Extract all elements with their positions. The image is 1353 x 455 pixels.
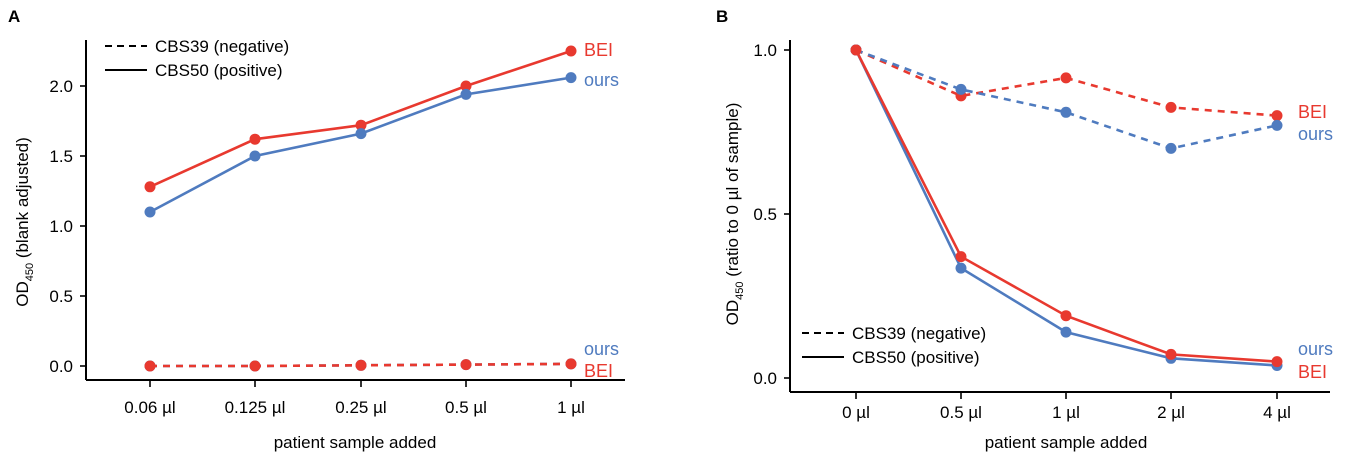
panel-b-ytick-label: 1.0 xyxy=(753,41,777,60)
panel-a-ytick-label: 2.0 xyxy=(49,77,73,96)
panel-b-data-point-ours-positive xyxy=(1060,326,1072,338)
series-label-bei: BEI xyxy=(1298,362,1327,382)
panel-b-data-point-bei-positive xyxy=(1271,356,1283,368)
panel-b-data-point-bei-positive xyxy=(850,44,862,56)
panel-b-data-point-ours-positive xyxy=(955,262,967,274)
panel-a-data-point-bei-negative xyxy=(460,359,472,371)
panel-a-data-point-ours-positive xyxy=(144,206,156,218)
panel-b-legend: CBS39 (negative) CBS50 (positive) xyxy=(802,324,986,367)
panel-b-ytick-label: 0.0 xyxy=(753,369,777,388)
panel-a-y-axis-title: OD450 (blank adjusted) xyxy=(13,137,36,307)
panel-b-data-point-bei-positive xyxy=(1165,348,1177,360)
panel-a-ytick-label: 0.5 xyxy=(49,287,73,306)
panel-a-data-point-bei-negative xyxy=(144,360,156,372)
panel-b-data-point-ours-negative xyxy=(955,83,967,95)
panel-b-data-point-bei-positive xyxy=(955,251,967,263)
panel-a-data-point-bei-negative xyxy=(355,359,367,371)
legend-positive-label: CBS50 (positive) xyxy=(852,348,980,367)
panel-a-x-ticks: 0.06 µl 0.125 µl 0.25 µl 0.5 µl 1 µl xyxy=(124,380,585,417)
panel-b: B 0.0 0.5 1.0 0 µl 0.5 µl 1 µl 2 µl 4 µl xyxy=(716,7,1333,452)
series-label-bei: BEI xyxy=(584,361,613,381)
panel-b-xtick-label: 2 µl xyxy=(1157,403,1185,422)
panel-a-data-point-bei-positive xyxy=(144,181,156,193)
panel-b-y-ticks: 0.0 0.5 1.0 xyxy=(753,41,790,388)
panel-a-data-point-bei-positive xyxy=(355,119,367,131)
panel-b-data-point-bei-negative xyxy=(1060,72,1072,84)
panel-a-xtick-label: 0.25 µl xyxy=(335,398,386,417)
panel-b-series-line-ours-negative xyxy=(855,48,1278,150)
panel-b-y-axis-title: OD450 (ratio to 0 µl of sample) xyxy=(723,103,746,326)
panel-a-ytick-label: 0.0 xyxy=(49,357,73,376)
panel-a-xtick-label: 0.125 µl xyxy=(225,398,286,417)
panel-b-xtick-label: 0.5 µl xyxy=(940,403,982,422)
panel-b-series xyxy=(850,44,1283,371)
panel-b-data-point-bei-positive xyxy=(1060,310,1072,322)
panel-b-data-point-ours-negative xyxy=(1165,142,1177,154)
legend-negative-label: CBS39 (negative) xyxy=(852,324,986,343)
panel-a-data-point-bei-negative xyxy=(565,358,577,370)
legend-positive-label: CBS50 (positive) xyxy=(155,61,283,80)
panel-a-xtick-label: 0.06 µl xyxy=(124,398,175,417)
legend-negative-label: CBS39 (negative) xyxy=(155,37,289,56)
panel-a-y-ticks: 0.0 0.5 1.0 1.5 2.0 xyxy=(49,77,86,376)
panel-a-data-point-ours-positive xyxy=(565,72,577,84)
panel-a-data-point-ours-positive xyxy=(249,150,261,162)
panel-b-letter: B xyxy=(716,7,728,26)
panel-b-data-point-bei-negative xyxy=(1271,110,1283,122)
panel-a-series xyxy=(144,45,577,372)
panel-a-data-point-bei-positive xyxy=(249,133,261,145)
panel-b-ytick-label: 0.5 xyxy=(753,205,777,224)
panel-b-xtick-label: 1 µl xyxy=(1052,403,1080,422)
panel-b-data-point-bei-negative xyxy=(1165,101,1177,113)
panel-a-ytick-label: 1.5 xyxy=(49,147,73,166)
panel-b-x-axis-title: patient sample added xyxy=(985,433,1148,452)
panel-a-ytick-label: 1.0 xyxy=(49,217,73,236)
panel-a-letter: A xyxy=(8,7,20,26)
panel-b-x-ticks: 0 µl 0.5 µl 1 µl 2 µl 4 µl xyxy=(842,392,1291,422)
panel-a-data-point-bei-positive xyxy=(460,80,472,92)
panel-a-xtick-label: 0.5 µl xyxy=(445,398,487,417)
panel-a: A 0.0 0.5 1.0 1.5 2.0 0.06 µl 0.125 µl xyxy=(8,7,625,452)
series-label-ours: ours xyxy=(584,70,619,90)
panel-b-data-point-ours-negative xyxy=(1271,119,1283,131)
panel-b-data-point-ours-negative xyxy=(1060,106,1072,118)
panel-a-legend: CBS39 (negative) CBS50 (positive) xyxy=(105,37,289,80)
panel-a-x-axis-title: patient sample added xyxy=(274,433,437,452)
panel-a-series-line-ours-positive xyxy=(149,76,572,214)
panel-b-xtick-label: 0 µl xyxy=(842,403,870,422)
series-label-ours: ours xyxy=(1298,339,1333,359)
series-label-bei: BEI xyxy=(1298,102,1327,122)
series-label-bei: BEI xyxy=(584,40,613,60)
panel-a-data-point-ours-positive xyxy=(460,88,472,100)
panel-a-xtick-label: 1 µl xyxy=(557,398,585,417)
panel-b-xtick-label: 4 µl xyxy=(1263,403,1291,422)
series-label-ours: ours xyxy=(584,339,619,359)
panel-a-data-point-ours-positive xyxy=(355,128,367,140)
panel-a-data-point-bei-positive xyxy=(565,45,577,57)
panel-a-data-point-bei-negative xyxy=(249,360,261,372)
series-label-ours: ours xyxy=(1298,124,1333,144)
